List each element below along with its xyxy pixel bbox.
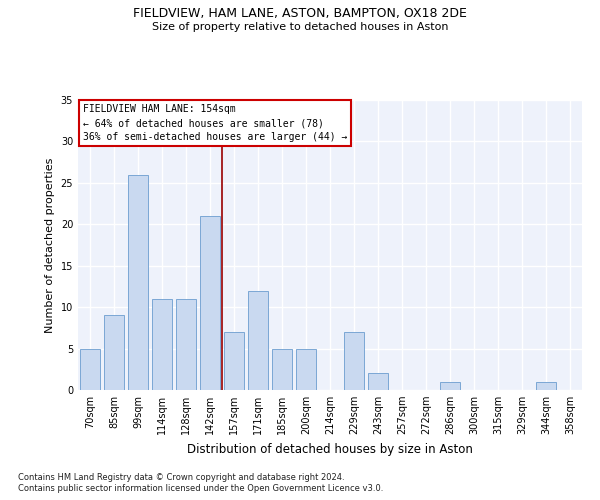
Bar	[536, 382, 556, 390]
Bar	[248, 290, 268, 390]
Bar	[152, 299, 172, 390]
Y-axis label: Number of detached properties: Number of detached properties	[45, 158, 55, 332]
Text: Distribution of detached houses by size in Aston: Distribution of detached houses by size …	[187, 442, 473, 456]
Bar	[272, 348, 292, 390]
Text: Size of property relative to detached houses in Aston: Size of property relative to detached ho…	[152, 22, 448, 32]
Bar	[344, 332, 364, 390]
Text: Contains public sector information licensed under the Open Government Licence v3: Contains public sector information licen…	[18, 484, 383, 493]
Bar	[224, 332, 244, 390]
Text: FIELDVIEW, HAM LANE, ASTON, BAMPTON, OX18 2DE: FIELDVIEW, HAM LANE, ASTON, BAMPTON, OX1…	[133, 8, 467, 20]
Bar	[128, 174, 148, 390]
Bar	[176, 299, 196, 390]
Text: Contains HM Land Registry data © Crown copyright and database right 2024.: Contains HM Land Registry data © Crown c…	[18, 472, 344, 482]
Bar	[368, 374, 388, 390]
Bar	[104, 316, 124, 390]
Text: FIELDVIEW HAM LANE: 154sqm
← 64% of detached houses are smaller (78)
36% of semi: FIELDVIEW HAM LANE: 154sqm ← 64% of deta…	[83, 104, 347, 142]
Bar	[440, 382, 460, 390]
Bar	[200, 216, 220, 390]
Bar	[296, 348, 316, 390]
Bar	[80, 348, 100, 390]
